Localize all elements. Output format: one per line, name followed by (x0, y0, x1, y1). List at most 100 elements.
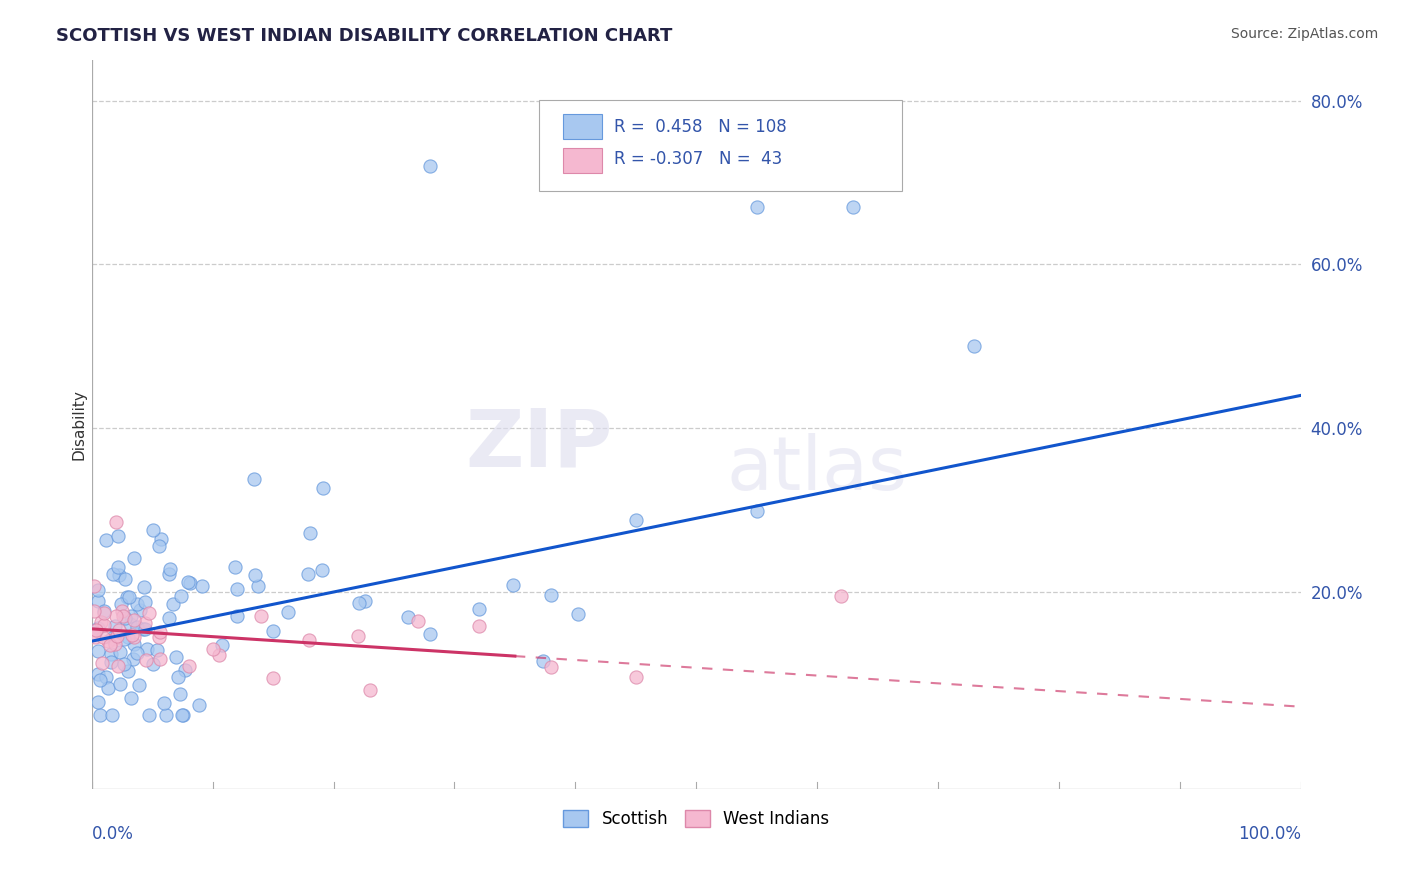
Point (173, 663, 195, 677)
Point (89, 673, 111, 688)
Point (225, 582, 247, 597)
Point (226, 609, 249, 624)
Point (118, 590, 141, 604)
Point (112, 657, 135, 672)
Point (111, 604, 134, 618)
FancyBboxPatch shape (564, 148, 602, 172)
Point (148, 631, 170, 645)
Point (84, 630, 107, 644)
Point (169, 687, 191, 701)
Point (120, 690, 142, 705)
Point (224, 560, 246, 574)
Point (93, 604, 115, 618)
Point (311, 564, 333, 578)
Point (243, 567, 266, 582)
Point (90, 615, 112, 629)
Point (103, 619, 125, 633)
Point (122, 551, 145, 566)
Point (201, 642, 224, 657)
Point (208, 648, 231, 663)
Point (121, 627, 143, 641)
Point (540, 588, 562, 602)
Point (96, 670, 118, 684)
Point (120, 609, 142, 624)
Point (121, 652, 143, 666)
Point (297, 566, 319, 581)
Point (842, 200, 865, 214)
Point (419, 159, 441, 173)
Point (114, 572, 136, 586)
Point (149, 652, 172, 666)
Point (101, 567, 124, 582)
Point (179, 575, 201, 590)
Point (567, 607, 589, 621)
Text: 100.0%: 100.0% (1237, 825, 1301, 844)
Point (138, 707, 160, 722)
Point (101, 707, 124, 722)
Point (159, 562, 181, 576)
Point (125, 597, 148, 611)
Point (110, 597, 132, 611)
Point (177, 658, 200, 673)
Point (745, 200, 768, 214)
Point (142, 657, 165, 672)
Point (467, 602, 489, 616)
Point (100, 648, 122, 662)
Point (97, 633, 120, 648)
Point (149, 625, 172, 640)
Point (103, 632, 125, 647)
Point (162, 597, 184, 611)
Y-axis label: Disability: Disability (72, 389, 86, 459)
Point (98, 638, 121, 652)
Point (167, 670, 190, 684)
Legend: Scottish, West Indians: Scottish, West Indians (557, 804, 837, 835)
Point (87, 594, 110, 608)
Point (83, 579, 105, 593)
Point (172, 707, 194, 722)
Point (963, 339, 986, 353)
Point (104, 516, 127, 530)
Point (87, 644, 110, 658)
Point (97, 681, 120, 695)
Point (745, 504, 768, 518)
Point (115, 590, 138, 604)
Point (105, 608, 128, 623)
Point (406, 614, 429, 628)
Point (247, 579, 270, 593)
Point (100, 655, 122, 669)
Point (87, 583, 110, 598)
Point (242, 472, 264, 486)
Point (94, 533, 117, 547)
Point (89, 707, 111, 722)
Text: atlas: atlas (727, 433, 908, 506)
Point (128, 603, 150, 617)
Point (107, 528, 129, 542)
Point (346, 629, 368, 643)
Point (112, 632, 135, 646)
Point (117, 630, 139, 644)
Point (159, 567, 181, 582)
Point (138, 606, 160, 620)
Point (108, 568, 131, 582)
Point (93, 606, 115, 620)
Point (540, 660, 562, 674)
Point (298, 633, 321, 648)
Point (152, 696, 174, 710)
Point (108, 677, 131, 691)
Point (531, 654, 554, 668)
Point (134, 595, 156, 609)
Point (359, 683, 381, 698)
Point (104, 638, 127, 652)
Point (101, 631, 124, 645)
Point (299, 526, 322, 541)
Point (83, 627, 105, 641)
Point (262, 671, 284, 685)
Point (262, 624, 284, 639)
Text: R =  0.458   N = 108: R = 0.458 N = 108 (614, 118, 787, 136)
Point (108, 645, 131, 659)
Point (347, 596, 370, 610)
Point (132, 580, 155, 594)
Point (191, 579, 214, 593)
FancyBboxPatch shape (564, 114, 602, 139)
Point (122, 630, 145, 644)
